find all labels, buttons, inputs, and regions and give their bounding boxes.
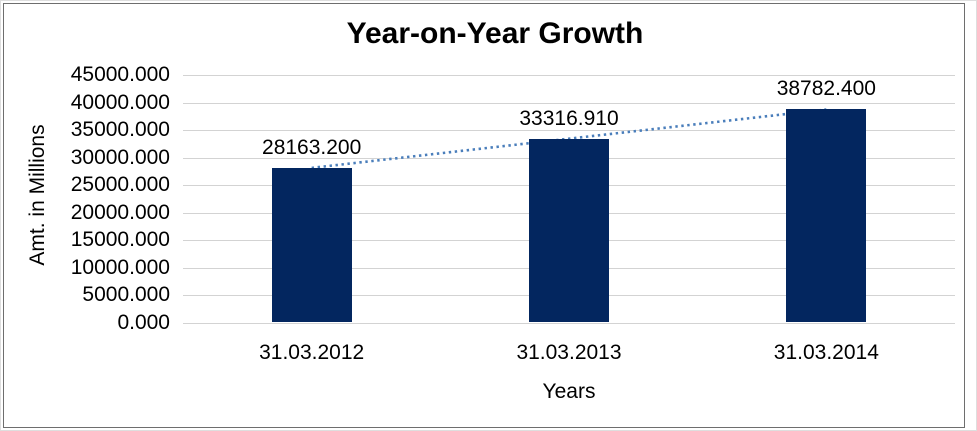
plot-area bbox=[183, 75, 955, 324]
y-tick-label: 45000.000 bbox=[70, 63, 170, 86]
value-label: 33316.910 bbox=[519, 107, 619, 131]
bar bbox=[529, 139, 609, 323]
gridline bbox=[183, 75, 955, 76]
chart-title: Year-on-Year Growth bbox=[346, 17, 644, 50]
value-label: 38782.400 bbox=[776, 77, 876, 101]
y-tick-label: 0.000 bbox=[117, 310, 170, 334]
gridline bbox=[183, 102, 955, 104]
trendline-segment bbox=[311, 108, 827, 170]
y-tick-label: 20000.000 bbox=[70, 200, 170, 224]
y-tick-label: 35000.000 bbox=[70, 118, 170, 141]
category-label: 31.03.2012 bbox=[259, 341, 365, 364]
y-tick-label: 5000.000 bbox=[82, 283, 170, 306]
category-label: 31.03.2014 bbox=[773, 341, 879, 364]
y-tick-label: 30000.000 bbox=[70, 145, 170, 169]
bar bbox=[786, 109, 867, 323]
x-axis-title: Years bbox=[542, 380, 596, 403]
y-tick-label: 40000.000 bbox=[70, 90, 170, 114]
gridline bbox=[183, 130, 955, 131]
y-tick-label: 10000.000 bbox=[70, 255, 170, 279]
trendline bbox=[311, 108, 827, 170]
value-label: 28163.200 bbox=[262, 135, 362, 159]
y-tick-label: 15000.000 bbox=[70, 228, 170, 251]
category-label: 31.03.2013 bbox=[516, 341, 622, 364]
y-tick-label: 25000.000 bbox=[70, 173, 170, 196]
bar bbox=[271, 167, 352, 323]
gridline bbox=[183, 322, 955, 324]
